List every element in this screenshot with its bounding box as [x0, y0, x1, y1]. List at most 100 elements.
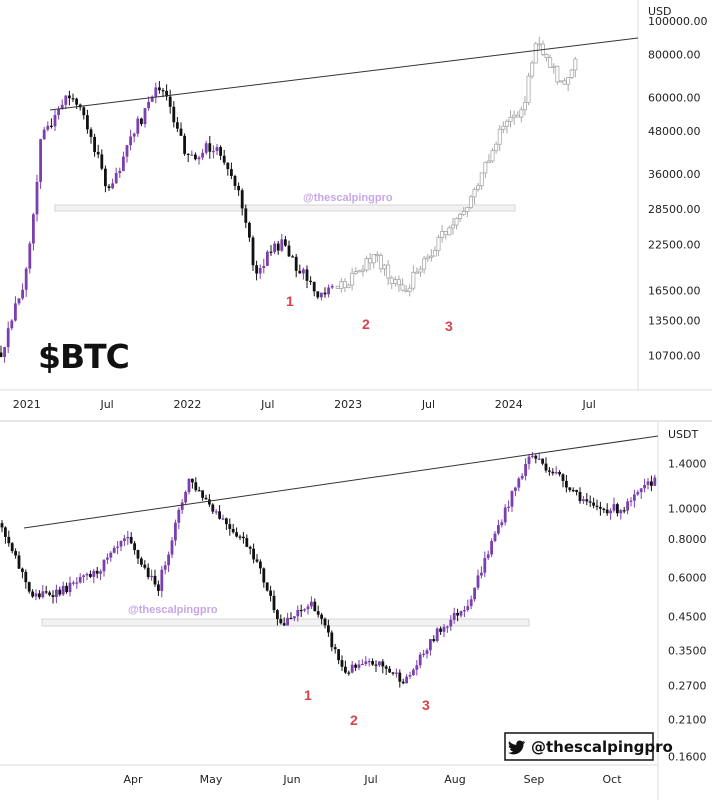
candle-body	[395, 672, 398, 674]
candle-body	[530, 62, 535, 77]
candle-body	[405, 676, 408, 684]
candle-body	[443, 231, 448, 236]
candle-body	[119, 540, 123, 547]
candle-body	[24, 571, 28, 583]
top-x-tick-label: 2024	[495, 398, 523, 411]
candle-body	[303, 609, 306, 611]
candle-body	[194, 154, 197, 160]
candle-body	[450, 224, 455, 229]
candle-body	[483, 162, 488, 174]
candle-body	[476, 575, 480, 588]
candle-body	[255, 559, 259, 562]
candle-body	[368, 258, 373, 264]
candle-body	[280, 239, 284, 251]
candle-body	[132, 133, 136, 137]
candle-body	[262, 265, 266, 268]
candle-body	[508, 116, 513, 122]
candle-body	[167, 554, 170, 566]
top-candles	[0, 36, 578, 363]
candle-body	[465, 207, 470, 212]
candle-body	[174, 522, 177, 541]
candle-body	[473, 587, 476, 600]
candle-body	[218, 511, 221, 519]
candle-body	[157, 584, 160, 591]
candle-body	[46, 125, 50, 130]
candle-body	[86, 115, 89, 130]
candle-body	[153, 575, 157, 585]
candle-body	[544, 463, 548, 471]
top-x-tick-label: Jul	[99, 398, 113, 411]
candle-body	[309, 280, 312, 283]
candle-body	[548, 470, 551, 472]
candle-body	[565, 480, 568, 488]
candle-body	[150, 575, 153, 578]
candle-body	[346, 284, 351, 289]
candle-body	[96, 151, 100, 155]
candle-body	[245, 538, 249, 547]
candle-body	[494, 143, 499, 152]
candle-body	[228, 524, 232, 529]
candle-body	[21, 289, 24, 299]
candle-body	[357, 664, 361, 668]
bottom-marker-1: 1	[304, 687, 312, 703]
candle-body	[422, 653, 425, 656]
top-resistance-trendline	[49, 37, 639, 111]
candle-body	[323, 292, 327, 295]
candle-body	[435, 628, 439, 642]
candle-body	[114, 173, 118, 184]
candle-body	[440, 231, 445, 238]
candle-body	[122, 156, 125, 171]
candle-body	[204, 497, 208, 500]
candle-body	[3, 347, 6, 357]
candle-body	[503, 507, 507, 523]
candle-body	[82, 107, 86, 116]
candle-body	[407, 287, 412, 292]
candle-body	[483, 558, 487, 573]
candle-body	[112, 547, 116, 553]
bottom-y-tick-label: 1.0000	[668, 503, 707, 516]
candle-body	[411, 271, 416, 289]
candle-body	[551, 65, 556, 68]
candle-body	[136, 550, 140, 559]
candle-body	[64, 95, 68, 105]
candle-body	[266, 251, 269, 266]
candle-body	[38, 593, 41, 598]
candle-body	[176, 122, 179, 129]
candle-body	[279, 618, 283, 624]
top-y-tick-label: 28500.00	[648, 203, 701, 216]
candle-body	[35, 181, 39, 215]
bottom-candles	[0, 451, 657, 688]
candle-body	[31, 591, 34, 597]
candle-body	[350, 272, 355, 286]
candle-body	[242, 536, 245, 539]
candle-body	[629, 500, 633, 502]
candle-body	[459, 611, 463, 616]
candle-body	[456, 612, 459, 616]
bottom-watermark: @thescalpingpro	[128, 604, 218, 616]
candle-body	[118, 170, 122, 174]
candle-body	[330, 632, 334, 648]
candle-body	[190, 154, 194, 156]
candle-body	[252, 548, 255, 560]
candle-body	[204, 143, 208, 153]
candle-body	[375, 254, 380, 257]
candle-body	[526, 75, 531, 103]
candle-body	[396, 279, 401, 286]
candle-body	[412, 669, 415, 676]
candle-body	[371, 661, 374, 665]
candle-body	[476, 185, 481, 190]
candle-body	[248, 222, 251, 238]
candle-body	[429, 639, 432, 651]
candle-body	[160, 569, 164, 591]
candle-body	[289, 617, 293, 620]
candle-body	[111, 183, 114, 189]
candle-body	[214, 511, 218, 513]
candle-body	[221, 518, 225, 520]
bottom-x-tick-label: Apr	[123, 773, 143, 786]
candle-body	[93, 136, 96, 152]
candle-body	[541, 458, 544, 464]
candle-body	[282, 623, 286, 626]
candle-body	[95, 570, 99, 574]
candle-body	[305, 269, 309, 281]
candle-body	[401, 681, 405, 684]
